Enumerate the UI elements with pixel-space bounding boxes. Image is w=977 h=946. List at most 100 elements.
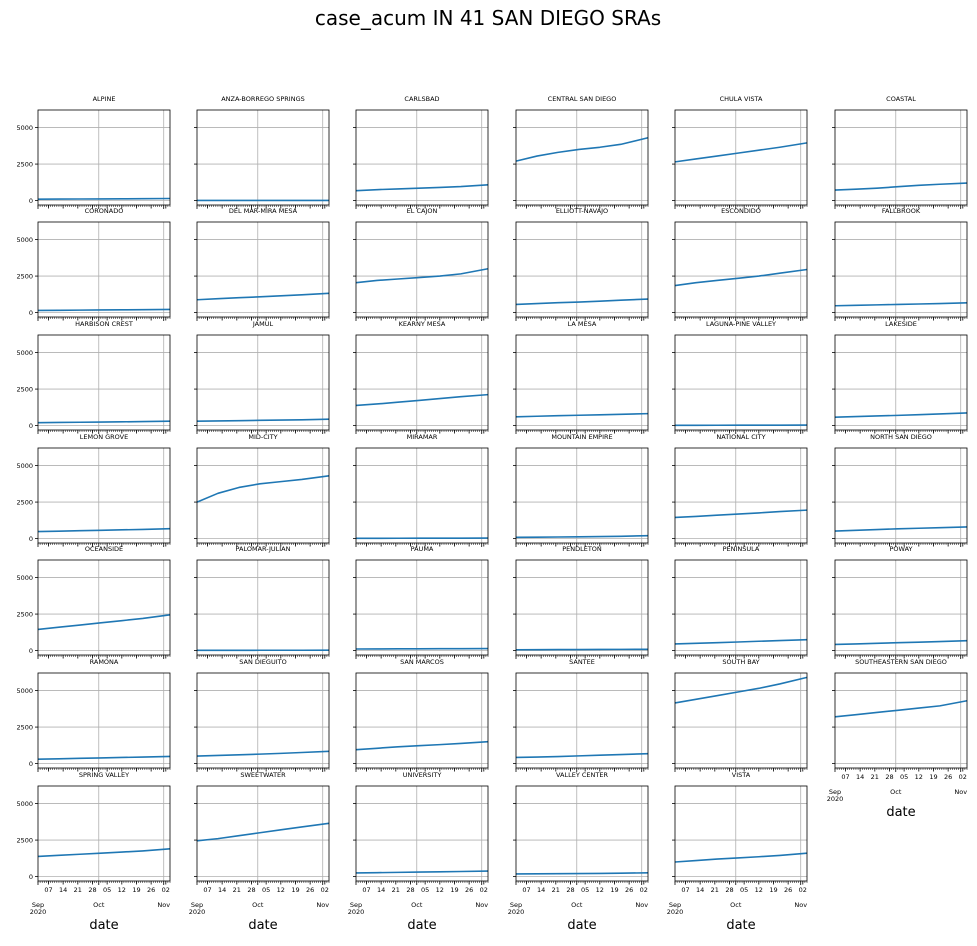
x-tick-label: 21 (392, 886, 400, 894)
panel-north-san-diego: NORTH SAN DIEGO (832, 433, 968, 547)
y-tick-label: 2500 (16, 610, 33, 618)
panel-santee: SANTEE (513, 658, 649, 772)
series-line (674, 676, 808, 704)
panel-pauma: PAUMA (353, 545, 489, 659)
x-tick-label: 05 (262, 886, 270, 894)
x-tick-label: 19 (610, 886, 618, 894)
x-tick-label: 28 (247, 886, 255, 894)
axes-frame (515, 109, 649, 206)
x-month-label: Oct (730, 901, 742, 909)
axes-frame (515, 447, 649, 544)
panel-title: CHULA VISTA (720, 95, 763, 103)
y-tick-label: 2500 (16, 272, 33, 280)
x-month-label: Oct (93, 901, 105, 909)
x-tick-label: 21 (711, 886, 719, 894)
panel-southeastern-san-diego: SOUTHEASTERN SAN DIEGO 07 14 21 28 05 12 19 26 02… (827, 658, 968, 820)
x-tick-label: 26 (944, 773, 952, 781)
panel-coastal: COASTAL (832, 95, 968, 209)
x-tick-label: 07 (841, 773, 849, 781)
panel-kearny-mesa: KEARNY MESA (353, 320, 489, 434)
series-line (37, 848, 171, 858)
x-tick-label: 14 (856, 773, 864, 781)
y-tick-label: 0 (29, 309, 33, 317)
axes-frame (196, 447, 330, 544)
series-line (515, 534, 649, 539)
x-tick-label: 07 (362, 886, 370, 894)
panel-oceanside: OCEANSIDE 0 2500 5000 (16, 545, 171, 659)
x-month-label: Nov (475, 901, 488, 909)
axes-frame (37, 334, 171, 431)
axes-frame (196, 334, 330, 431)
panel-title: CARLSBAD (404, 95, 439, 103)
axes-frame (355, 559, 489, 656)
panel-title: SWEETWATER (240, 771, 286, 779)
panel-south-bay: SOUTH BAY (672, 658, 808, 772)
y-tick-label: 5000 (16, 349, 33, 357)
panel-title: MID-CITY (248, 433, 277, 441)
panel-harbison-crest: HARBISON CREST 0 2500 5000 (16, 320, 171, 434)
panels-group: ALPINE 0 2500 5000 ANZA-BORREGO SPRINGS CARLS… (16, 95, 968, 933)
series-line (515, 872, 649, 875)
panel-pendleton: PENDLETON (513, 545, 649, 659)
x-month-label: Nov (954, 788, 967, 796)
axes-frame (674, 447, 808, 544)
axes-frame (37, 221, 171, 318)
x-tick-label: 28 (88, 886, 96, 894)
panel-title: SANTEE (569, 658, 595, 666)
x-tick-label: 05 (421, 886, 429, 894)
series-line (834, 526, 968, 532)
axes-frame (37, 785, 171, 882)
y-tick-label: 0 (29, 197, 33, 205)
y-tick-label: 5000 (16, 574, 33, 582)
panel-lakeside: LAKESIDE (832, 320, 968, 434)
y-tick-label: 0 (29, 647, 33, 655)
x-tick-label: 14 (59, 886, 67, 894)
x-axis-label: date (726, 918, 755, 933)
series-line (515, 752, 649, 759)
x-tick-label: 12 (118, 886, 126, 894)
x-tick-label: 07 (44, 886, 52, 894)
panel-fallbrook: FALLBROOK (832, 207, 968, 321)
panel-title: HARBISON CREST (75, 320, 133, 328)
axes-frame (37, 559, 171, 656)
panel-jamul: JAMUL (194, 320, 330, 434)
x-month-label: Nov (316, 901, 329, 909)
panel-national-city: NATIONAL CITY (672, 433, 808, 547)
x-month-label: Sep (510, 901, 522, 909)
x-tick-label: 21 (74, 886, 82, 894)
panel-title: SAN MARCOS (400, 658, 444, 666)
series-line (37, 614, 171, 631)
x-month-label: Sep (32, 901, 44, 909)
x-year-label: 2020 (30, 908, 47, 916)
axes-frame (355, 785, 489, 882)
x-month-label: Nov (157, 901, 170, 909)
series-line (834, 302, 968, 307)
panel-elliott-navajo: ELLIOTT-NAVAJO (513, 207, 649, 321)
panel-laguna-pine-valley: LAGUNA-PINE VALLEY (672, 320, 808, 434)
panel-title: LA MESA (568, 320, 597, 328)
panel-title: COASTAL (886, 95, 916, 103)
series-line (834, 182, 968, 191)
x-tick-label: 19 (132, 886, 140, 894)
axes-frame (37, 672, 171, 769)
panel-poway: POWAY (832, 545, 968, 659)
panel-title: SPRING VALLEY (79, 771, 129, 779)
panel-central-san-diego: CENTRAL SAN DIEGO (513, 95, 649, 209)
x-tick-label: 26 (465, 886, 473, 894)
axes-frame (196, 221, 330, 318)
panel-mid-city: MID-CITY (194, 433, 330, 547)
series-line (37, 527, 171, 533)
axes-frame (834, 334, 968, 431)
axes-frame (515, 785, 649, 882)
panel-title: OCEANSIDE (85, 545, 123, 553)
panel-title: UNIVERSITY (403, 771, 442, 779)
x-axis-label: date (89, 918, 118, 933)
x-tick-label: 12 (915, 773, 923, 781)
y-tick-label: 2500 (16, 160, 33, 168)
series-line (355, 870, 489, 874)
panel-title: FALLBROOK (882, 207, 921, 215)
axes-frame (196, 559, 330, 656)
